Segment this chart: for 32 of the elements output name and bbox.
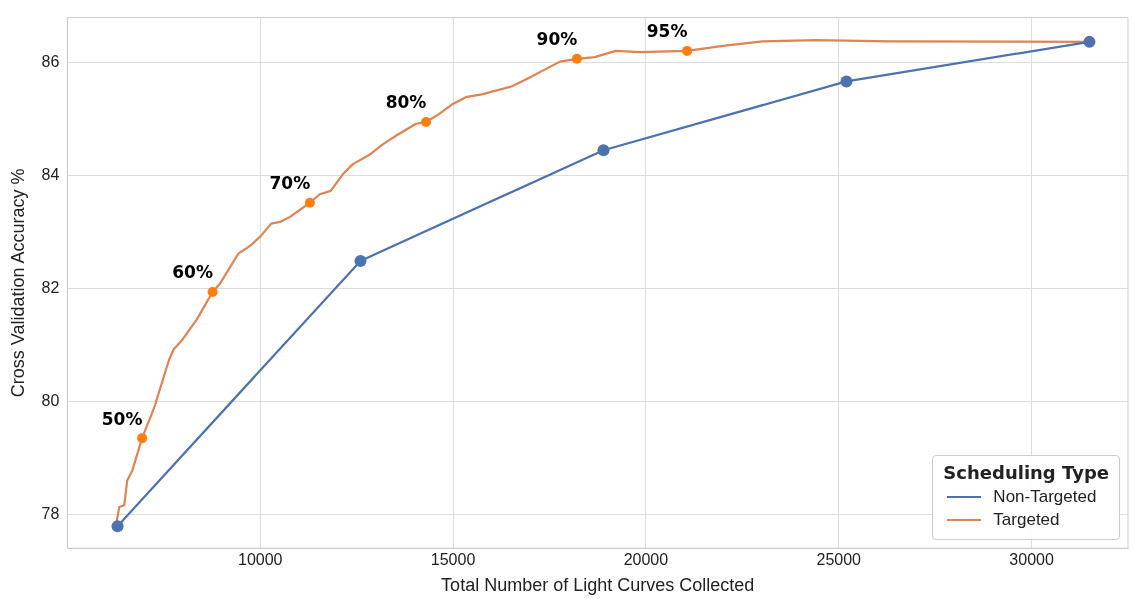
x-tick-label: 30000 bbox=[1009, 551, 1054, 569]
point bbox=[682, 45, 693, 56]
point bbox=[1083, 35, 1096, 48]
y-tick-label: 86 bbox=[41, 53, 60, 71]
point bbox=[137, 433, 148, 444]
x-tick-label: 25000 bbox=[816, 551, 862, 569]
legend-title: Scheduling Type bbox=[943, 462, 1109, 484]
point bbox=[597, 144, 610, 157]
y-axis-title: Cross Validation Accuracy % bbox=[7, 168, 28, 398]
y-tick-label: 80 bbox=[41, 391, 60, 409]
annotation: 90% bbox=[536, 29, 578, 50]
point bbox=[111, 520, 124, 533]
x-tick-label: 20000 bbox=[623, 551, 669, 569]
legend-label: Targeted bbox=[993, 510, 1060, 531]
y-tick-label: 84 bbox=[41, 166, 60, 184]
y-tick-label: 78 bbox=[41, 504, 60, 522]
point bbox=[421, 117, 432, 128]
point bbox=[304, 197, 315, 208]
point bbox=[207, 286, 218, 297]
point bbox=[354, 254, 367, 267]
annotation: 80% bbox=[385, 92, 427, 113]
annotation: 50% bbox=[101, 408, 143, 429]
y-tick-label: 82 bbox=[41, 278, 60, 296]
x-tick-label: 10000 bbox=[237, 551, 283, 569]
point bbox=[840, 75, 853, 88]
annotation: 60% bbox=[172, 262, 213, 283]
annotation: 70% bbox=[269, 173, 311, 194]
x-tick-label: 15000 bbox=[430, 551, 476, 569]
annotation: 95% bbox=[646, 21, 688, 42]
point bbox=[571, 53, 582, 64]
x-axis-title: Total Number of Light Curves Collected bbox=[441, 575, 755, 596]
legend-label: Non-Targeted bbox=[993, 487, 1097, 508]
